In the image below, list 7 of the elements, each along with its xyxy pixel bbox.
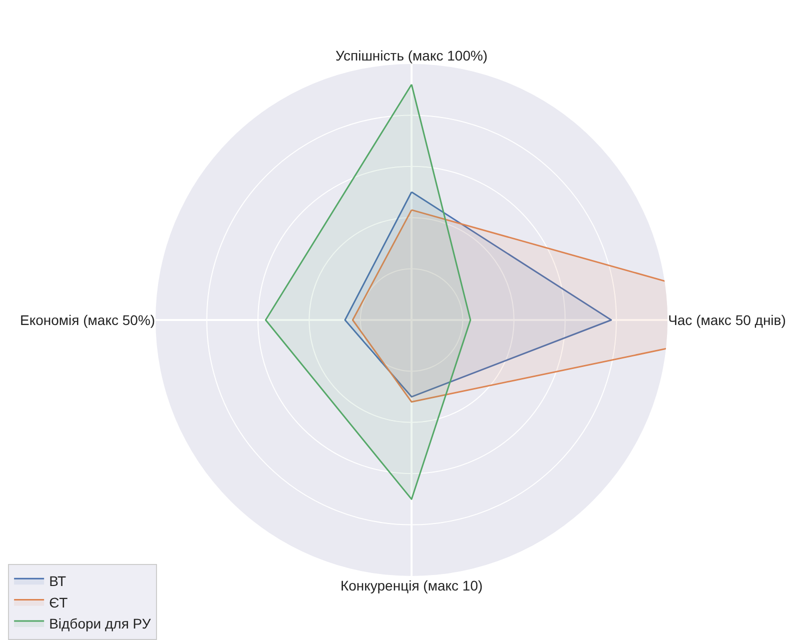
spoke-label: Час (макс 50 днів)	[668, 312, 786, 328]
legend-label: ВТ	[49, 573, 66, 590]
spoke-label: Успішність (макс 100%)	[336, 48, 488, 64]
legend-label: Відбори для РУ	[49, 615, 151, 632]
spoke-label: Економія (макс 50%)	[20, 312, 156, 328]
spoke-label: Конкуренція (макс 10)	[340, 578, 483, 594]
legend-label: ЄТ	[49, 594, 68, 610]
